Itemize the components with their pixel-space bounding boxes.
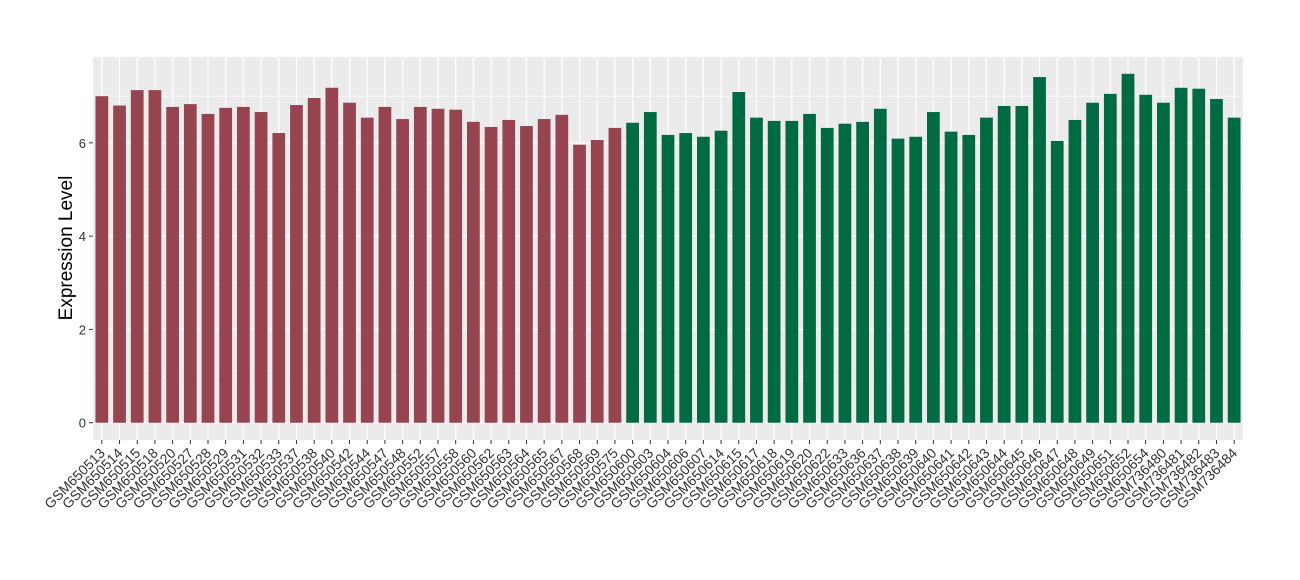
bar: [325, 87, 339, 423]
bar: [1157, 102, 1170, 423]
bar: [502, 119, 516, 423]
bar: [290, 105, 303, 423]
bar: [537, 119, 551, 423]
y-tick-label: 4: [79, 229, 86, 244]
bar: [997, 105, 1011, 423]
bar: [520, 126, 533, 423]
bar: [237, 106, 250, 423]
bar: [413, 106, 427, 423]
bar: [272, 133, 286, 423]
bar: [1174, 87, 1188, 423]
bar: [219, 107, 233, 423]
bar: [1139, 94, 1153, 423]
bar: [484, 126, 498, 423]
bar: [643, 112, 657, 423]
bar: [1086, 102, 1099, 423]
bar: [608, 127, 622, 423]
bar: [449, 109, 463, 423]
bar: [1227, 117, 1241, 423]
y-tick-label: 6: [79, 136, 86, 151]
bar: [1210, 98, 1223, 423]
bar: [254, 112, 268, 423]
bar: [148, 90, 162, 423]
bar: [396, 119, 409, 423]
y-axis-label: Expression Level: [56, 176, 77, 321]
bar: [697, 136, 710, 423]
bar: [555, 114, 569, 423]
bar: [1033, 77, 1046, 423]
bar: [714, 130, 728, 423]
bar: [944, 131, 958, 423]
bar: [927, 112, 940, 423]
bar: [1015, 105, 1029, 423]
y-tick-label: 0: [79, 416, 86, 431]
bar: [909, 136, 923, 423]
bar: [1103, 93, 1117, 423]
bar: [873, 108, 887, 423]
bar: [732, 91, 746, 423]
bar: [113, 105, 126, 423]
bar: [95, 96, 109, 423]
bar: [750, 117, 763, 423]
bar: [573, 144, 586, 423]
bar: [1121, 73, 1135, 423]
bar: [1050, 140, 1064, 423]
bar: [838, 123, 852, 423]
bar: [679, 133, 693, 423]
bar: [820, 127, 834, 423]
bar: [183, 104, 197, 423]
bar: [378, 106, 392, 423]
bar: [467, 121, 480, 423]
bar: [767, 120, 781, 423]
bar: [130, 90, 144, 423]
bar: [360, 117, 374, 423]
bar: [803, 113, 816, 423]
bar: [856, 121, 869, 423]
bar: [1068, 119, 1082, 423]
bar: [201, 113, 215, 423]
bar: [980, 117, 993, 423]
bar: [590, 140, 604, 423]
bar: [166, 106, 179, 423]
bar: [343, 102, 356, 423]
bar: [626, 122, 639, 423]
bar: [661, 134, 675, 423]
bar: [307, 98, 321, 423]
y-tick-label: 2: [79, 322, 86, 337]
bar: [1192, 88, 1206, 423]
bar: [431, 108, 445, 423]
bar: [891, 138, 905, 423]
bar: [785, 120, 799, 423]
bar: [962, 134, 976, 423]
